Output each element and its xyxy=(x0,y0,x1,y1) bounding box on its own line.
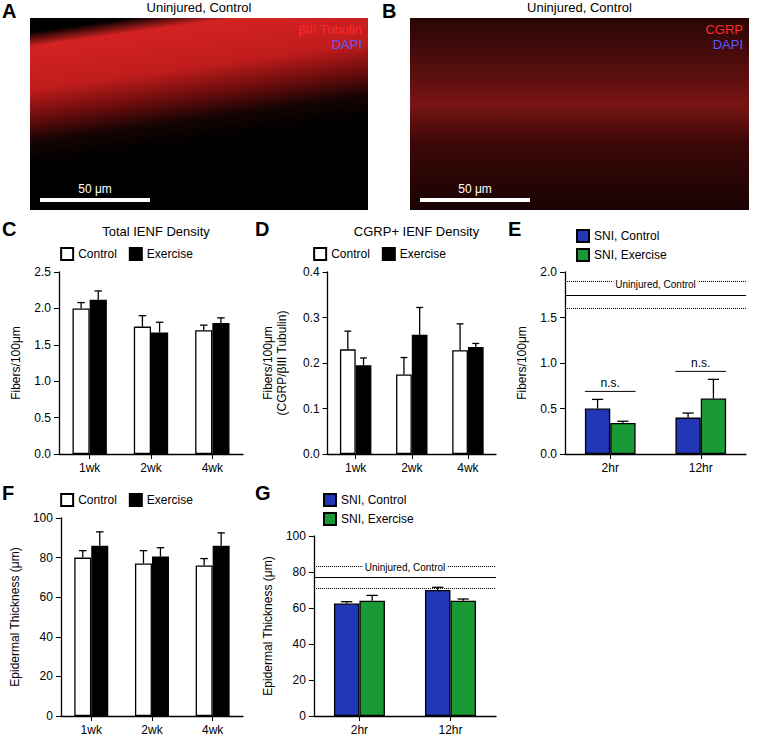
html-text:E: E xyxy=(508,218,522,240)
svg-text:1wk: 1wk xyxy=(81,723,103,737)
svg-text:100: 100 xyxy=(33,511,53,525)
svg-text:12hr: 12hr xyxy=(689,461,713,475)
svg-text:40: 40 xyxy=(40,630,54,644)
svg-text:Fibers/100μm: Fibers/100μm xyxy=(515,326,529,400)
svg-text:0: 0 xyxy=(46,709,53,723)
svg-text:20: 20 xyxy=(40,669,54,683)
html-text:Uninjured, Control: Uninjured, Control xyxy=(527,0,632,15)
svg-text:20: 20 xyxy=(293,673,307,687)
svg-text:0: 0 xyxy=(299,709,306,723)
svg-text:0.0: 0.0 xyxy=(540,447,557,461)
svg-text:Fibers/100μm: Fibers/100μm xyxy=(9,326,23,400)
svg-text:4wk: 4wk xyxy=(202,723,224,737)
html-text:F: F xyxy=(2,482,15,504)
svg-text:Control: Control xyxy=(331,247,370,261)
html-text:C: C xyxy=(2,218,17,240)
svg-text:1.0: 1.0 xyxy=(540,356,557,370)
html-text:DAPI: DAPI xyxy=(712,37,743,52)
html-text:DAPI: DAPI xyxy=(331,37,362,52)
svg-text:2.0: 2.0 xyxy=(34,301,51,315)
svg-text:2hr: 2hr xyxy=(351,723,368,737)
svg-text:n.s.: n.s. xyxy=(601,376,620,390)
svg-text:2wk: 2wk xyxy=(140,461,162,475)
html-text:G: G xyxy=(255,482,271,504)
svg-text:Control: Control xyxy=(78,493,117,507)
svg-text:80: 80 xyxy=(293,565,307,579)
svg-text:Fibers/100μm: Fibers/100μm xyxy=(261,326,275,400)
svg-text:SNI, Exercise: SNI, Exercise xyxy=(594,248,667,262)
svg-text:60: 60 xyxy=(293,601,307,615)
html-text:A: A xyxy=(2,0,17,22)
svg-text:2wk: 2wk xyxy=(141,723,163,737)
html-text:B: B xyxy=(382,0,397,22)
svg-text:2wk: 2wk xyxy=(401,461,423,475)
svg-text:Exercise: Exercise xyxy=(400,247,446,261)
svg-text:40: 40 xyxy=(293,637,307,651)
html-text:50 μm: 50 μm xyxy=(458,182,492,196)
svg-text:n.s.: n.s. xyxy=(691,356,710,370)
svg-text:Uninjured, Control: Uninjured, Control xyxy=(365,562,446,573)
html-text:50 μm: 50 μm xyxy=(78,182,112,196)
svg-text:Epidermal Thickness (μm): Epidermal Thickness (μm) xyxy=(8,547,22,686)
svg-text:2.5: 2.5 xyxy=(34,265,51,279)
svg-text:12hr: 12hr xyxy=(438,723,462,737)
svg-text:2.0: 2.0 xyxy=(540,265,557,279)
svg-text:1.5: 1.5 xyxy=(34,338,51,352)
svg-text:CGRP+ IENF Density: CGRP+ IENF Density xyxy=(354,224,480,239)
html-text:D: D xyxy=(255,218,270,240)
svg-text:1.0: 1.0 xyxy=(34,374,51,388)
svg-text:1wk: 1wk xyxy=(345,461,367,475)
svg-text:0.3: 0.3 xyxy=(303,311,320,325)
svg-text:0.1: 0.1 xyxy=(303,402,320,416)
svg-text:(CGRP/βIII Tubulin): (CGRP/βIII Tubulin) xyxy=(275,311,289,416)
svg-text:SNI, Control: SNI, Control xyxy=(594,229,659,243)
svg-text:0.0: 0.0 xyxy=(303,447,320,461)
svg-text:Exercise: Exercise xyxy=(147,247,193,261)
svg-text:Epidermal Thickness (μm): Epidermal Thickness (μm) xyxy=(261,556,275,695)
svg-text:100: 100 xyxy=(286,529,306,543)
svg-text:60: 60 xyxy=(40,590,54,604)
svg-text:2hr: 2hr xyxy=(602,461,619,475)
svg-text:Uninjured, Control: Uninjured, Control xyxy=(615,279,696,290)
svg-text:80: 80 xyxy=(40,551,54,565)
html-text:CGRP: CGRP xyxy=(705,22,743,37)
svg-text:4wk: 4wk xyxy=(457,461,479,475)
svg-text:1.5: 1.5 xyxy=(540,311,557,325)
svg-text:4wk: 4wk xyxy=(202,461,224,475)
svg-text:0.4: 0.4 xyxy=(303,265,320,279)
svg-text:Total IENF Density: Total IENF Density xyxy=(102,224,210,239)
svg-text:0.5: 0.5 xyxy=(34,411,51,425)
svg-text:SNI, Exercise: SNI, Exercise xyxy=(341,512,414,526)
svg-text:Exercise: Exercise xyxy=(147,493,193,507)
svg-text:0.5: 0.5 xyxy=(540,402,557,416)
svg-text:SNI, Control: SNI, Control xyxy=(341,493,406,507)
html-text:Uninjured, Control: Uninjured, Control xyxy=(146,0,252,15)
svg-text:1wk: 1wk xyxy=(79,461,101,475)
html-text:βIII Tubulin: βIII Tubulin xyxy=(298,22,362,37)
svg-text:0.0: 0.0 xyxy=(34,447,51,461)
svg-text:Control: Control xyxy=(78,247,117,261)
svg-text:0.2: 0.2 xyxy=(303,356,320,370)
